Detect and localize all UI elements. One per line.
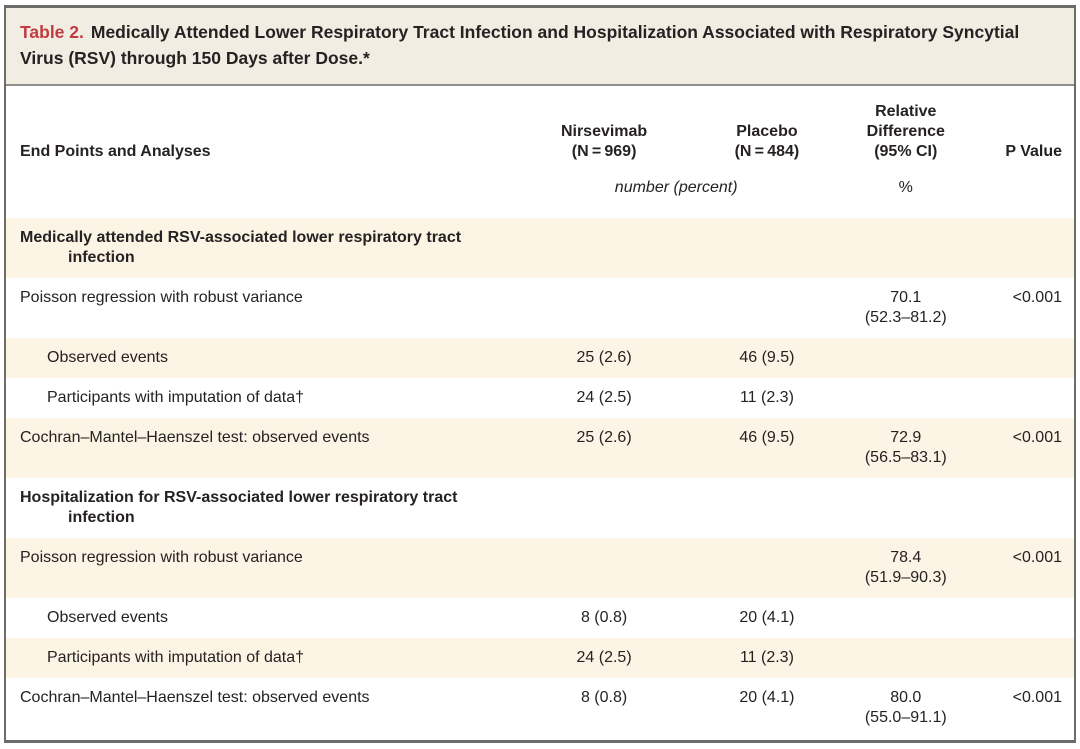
row-label: Cochran–Mantel–Haenszel test: observed e… [20,429,370,446]
cell-nirsevimab [513,478,695,538]
relative-difference-ci: (55.0–91.1) [864,709,947,726]
relative-difference-ci: (52.3–81.2) [864,309,947,326]
results-table: End Points and Analyses Nirsevimab (N = … [6,86,1074,738]
cell-nirsevimab [513,218,695,278]
cell-placebo [695,538,839,598]
cell-nirsevimab: 8 (0.8) [580,689,628,706]
units-spacer-right [973,164,1074,218]
cell-p-value: <0.001 [1012,429,1062,446]
cell-placebo [695,218,839,278]
relative-difference-value: 72.9 [890,429,922,446]
cell-placebo [695,278,839,338]
cell-placebo: 46 (9.5) [739,429,795,446]
row-label: Participants with imputation of data† [47,389,305,406]
relative-difference-value: 70.1 [890,289,922,306]
col-header-endpoints: End Points and Analyses [20,143,211,160]
row-label: Observed events [47,349,168,366]
cell-p-value [973,378,1074,418]
cell-relative-difference [839,338,973,378]
table-header: End Points and Analyses Nirsevimab (N = … [6,86,1074,218]
cell-p-value [973,638,1074,678]
cell-nirsevimab [513,278,695,338]
table-row: Cochran–Mantel–Haenszel test: observed e… [6,678,1074,738]
table-row: Observed events 8 (0.8) 20 (4.1) [6,598,1074,638]
units-number-percent: number (percent) [614,179,738,196]
cell-relative-difference [839,478,973,538]
table-title-label: Table 2. [20,22,84,42]
table-title-text: Medically Attended Lower Respiratory Tra… [20,22,1020,68]
relative-difference-ci: (51.9–90.3) [864,569,947,586]
cell-nirsevimab: 24 (2.5) [576,649,632,666]
cell-p-value: <0.001 [1012,689,1062,706]
table-body: Medically attended RSV-associated lower … [6,218,1074,738]
relative-difference-value: 78.4 [890,549,922,566]
row-label: Participants with imputation of data† [47,649,305,666]
table-row: Cochran–Mantel–Haenszel test: observed e… [6,418,1074,478]
cell-placebo: 11 (2.3) [739,389,794,406]
cell-placebo: 46 (9.5) [739,349,795,366]
relative-difference-ci: (56.5–83.1) [864,449,947,466]
cell-p-value: <0.001 [1012,289,1062,306]
cell-relative-difference [839,598,973,638]
col-header-placebo: Placebo (N = 484) [734,123,800,160]
cell-placebo [695,478,839,538]
cell-nirsevimab: 24 (2.5) [576,389,632,406]
cell-relative-difference: 78.4 (51.9–90.3) [839,538,973,598]
table-row: Observed events 25 (2.6) 46 (9.5) [6,338,1074,378]
row-label: Medically attended RSV-associated lower … [20,229,462,266]
table-row: Poisson regression with robust variance … [6,278,1074,338]
units-spacer-left [6,164,513,218]
cell-relative-difference: 70.1 (52.3–81.2) [839,278,973,338]
table-row: Participants with imputation of data† 24… [6,638,1074,678]
cell-p-value [973,598,1074,638]
col-header-relative-difference: Relative Difference (95% CI) [866,103,945,160]
col-header-p-value: P Value [1005,143,1062,160]
table-title: Table 2. Medically Attended Lower Respira… [6,8,1074,86]
row-label: Cochran–Mantel–Haenszel test: observed e… [20,689,370,706]
table-row: Participants with imputation of data† 24… [6,378,1074,418]
cell-nirsevimab: 8 (0.8) [580,609,628,626]
table-row: Poisson regression with robust variance … [6,538,1074,598]
units-row: number (percent) % [6,164,1074,218]
table-row: Medically attended RSV-associated lower … [6,218,1074,278]
cell-relative-difference: 72.9 (56.5–83.1) [839,418,973,478]
cell-p-value [973,478,1074,538]
header-row: End Points and Analyses Nirsevimab (N = … [6,86,1074,164]
relative-difference-value: 80.0 [890,689,922,706]
cell-placebo: 20 (4.1) [739,689,795,706]
table-card: Table 2. Medically Attended Lower Respira… [4,5,1076,743]
cell-placebo: 11 (2.3) [739,649,794,666]
row-label: Poisson regression with robust variance [20,289,303,306]
cell-relative-difference [839,378,973,418]
cell-relative-difference [839,638,973,678]
cell-p-value [973,338,1074,378]
table-row: Hospitalization for RSV-associated lower… [6,478,1074,538]
row-label: Poisson regression with robust variance [20,549,303,566]
cell-p-value: <0.001 [1012,549,1062,566]
row-label: Observed events [47,609,168,626]
col-header-nirsevimab: Nirsevimab (N = 969) [560,123,648,160]
cell-relative-difference [839,218,973,278]
row-label: Hospitalization for RSV-associated lower… [20,489,458,526]
cell-placebo: 20 (4.1) [739,609,795,626]
cell-relative-difference: 80.0 (55.0–91.1) [839,678,973,738]
cell-nirsevimab: 25 (2.6) [576,349,632,366]
cell-nirsevimab: 25 (2.6) [576,429,632,446]
cell-nirsevimab [513,538,695,598]
units-percent: % [898,179,913,196]
cell-p-value [973,218,1074,278]
